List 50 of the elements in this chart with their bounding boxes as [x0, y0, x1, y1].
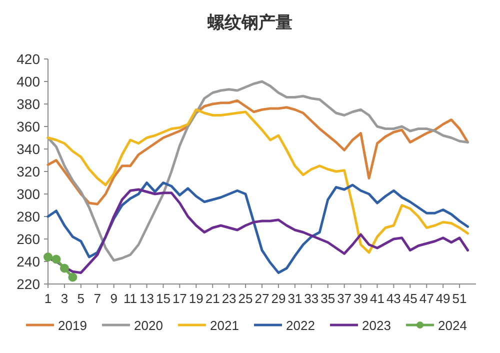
x-tick: 13	[140, 291, 154, 306]
legend-label: 2022	[286, 318, 315, 333]
title: 螺纹钢产量	[208, 13, 292, 32]
y-tick: 260	[16, 231, 40, 247]
x-tick: 15	[156, 291, 170, 306]
legend-label: 2020	[134, 318, 163, 333]
x-tick: 49	[436, 291, 450, 306]
x-tick: 47	[419, 291, 434, 306]
legend-item: 2021	[178, 318, 239, 333]
x-tick: 17	[172, 291, 187, 306]
y-tick: 240	[16, 254, 40, 270]
y-tick: 360	[16, 118, 40, 134]
x-tick: 23	[222, 291, 236, 306]
x-tick: 3	[60, 291, 68, 306]
x-tick: 31	[288, 291, 302, 306]
x-tick: 9	[110, 291, 118, 306]
legend-label: 2024	[438, 318, 467, 333]
y-tick: 380	[16, 96, 40, 112]
x-tick: 27	[254, 291, 270, 306]
y-tick: 340	[16, 141, 40, 157]
x-tick: 43	[386, 291, 401, 306]
x-tick: 45	[402, 291, 418, 306]
x-tick: 35	[320, 291, 336, 306]
x-tick: 33	[304, 291, 319, 306]
y-tick: 320	[16, 164, 40, 180]
x-tick: 51	[452, 291, 467, 306]
x-tick: 1	[44, 291, 52, 306]
x-tick: 25	[238, 291, 253, 306]
legend-label: 2021	[210, 318, 239, 333]
x-tick: 41	[370, 291, 384, 306]
legend-label: 2019	[58, 318, 87, 333]
x-tick: 39	[354, 291, 368, 306]
x-tick: 29	[271, 291, 286, 306]
legend-item: 2024	[406, 318, 467, 333]
x-tick: 11	[124, 291, 138, 306]
y-tick: 400	[16, 74, 40, 90]
x-tick: 7	[94, 291, 101, 306]
legend-item: 2019	[26, 318, 87, 333]
legend-item: 2020	[102, 318, 163, 333]
y-tick: 420	[16, 51, 40, 67]
x-tick: 21	[205, 291, 220, 306]
y-tick: 300	[16, 186, 40, 202]
legend-label: 2023	[362, 318, 391, 333]
legend-item: 2022	[254, 318, 315, 333]
x-tick: 5	[77, 291, 85, 306]
x-tick: 19	[188, 291, 204, 306]
y-tick: 220	[16, 276, 40, 292]
legend-item: 2023	[330, 318, 391, 333]
y-tick: 280	[16, 208, 40, 224]
x-tick: 37	[337, 291, 352, 306]
